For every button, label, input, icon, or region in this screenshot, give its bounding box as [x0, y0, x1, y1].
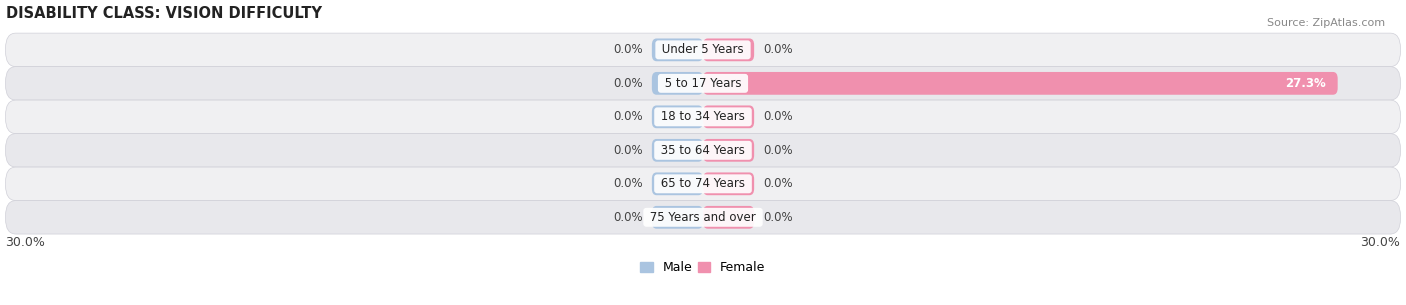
FancyBboxPatch shape: [652, 172, 703, 195]
Text: Source: ZipAtlas.com: Source: ZipAtlas.com: [1267, 18, 1385, 28]
Text: 0.0%: 0.0%: [613, 211, 643, 224]
Text: 0.0%: 0.0%: [613, 77, 643, 90]
Text: 0.0%: 0.0%: [613, 177, 643, 190]
Text: 75 Years and over: 75 Years and over: [647, 211, 759, 224]
Text: 5 to 17 Years: 5 to 17 Years: [661, 77, 745, 90]
FancyBboxPatch shape: [703, 72, 1337, 95]
Text: 30.0%: 30.0%: [6, 236, 45, 249]
Text: 35 to 64 Years: 35 to 64 Years: [657, 144, 749, 157]
Text: Under 5 Years: Under 5 Years: [658, 43, 748, 56]
Text: 0.0%: 0.0%: [613, 43, 643, 56]
FancyBboxPatch shape: [6, 167, 1400, 201]
FancyBboxPatch shape: [6, 33, 1400, 66]
FancyBboxPatch shape: [652, 206, 703, 229]
Text: 0.0%: 0.0%: [763, 110, 793, 123]
FancyBboxPatch shape: [6, 201, 1400, 234]
Text: DISABILITY CLASS: VISION DIFFICULTY: DISABILITY CLASS: VISION DIFFICULTY: [6, 5, 322, 20]
FancyBboxPatch shape: [703, 206, 754, 229]
FancyBboxPatch shape: [652, 106, 703, 128]
FancyBboxPatch shape: [6, 66, 1400, 100]
Text: 0.0%: 0.0%: [613, 144, 643, 157]
FancyBboxPatch shape: [703, 139, 754, 162]
FancyBboxPatch shape: [652, 38, 703, 61]
FancyBboxPatch shape: [6, 134, 1400, 167]
FancyBboxPatch shape: [652, 139, 703, 162]
Text: 18 to 34 Years: 18 to 34 Years: [657, 110, 749, 123]
Text: 0.0%: 0.0%: [613, 110, 643, 123]
Text: 0.0%: 0.0%: [763, 43, 793, 56]
Text: 30.0%: 30.0%: [1361, 236, 1400, 249]
FancyBboxPatch shape: [703, 172, 754, 195]
Text: 65 to 74 Years: 65 to 74 Years: [657, 177, 749, 190]
FancyBboxPatch shape: [703, 106, 754, 128]
Text: 0.0%: 0.0%: [763, 177, 793, 190]
FancyBboxPatch shape: [6, 100, 1400, 134]
Text: 0.0%: 0.0%: [763, 144, 793, 157]
FancyBboxPatch shape: [652, 72, 703, 95]
FancyBboxPatch shape: [703, 38, 754, 61]
Text: 0.0%: 0.0%: [763, 211, 793, 224]
Text: 27.3%: 27.3%: [1285, 77, 1326, 90]
Legend: Male, Female: Male, Female: [641, 261, 765, 274]
